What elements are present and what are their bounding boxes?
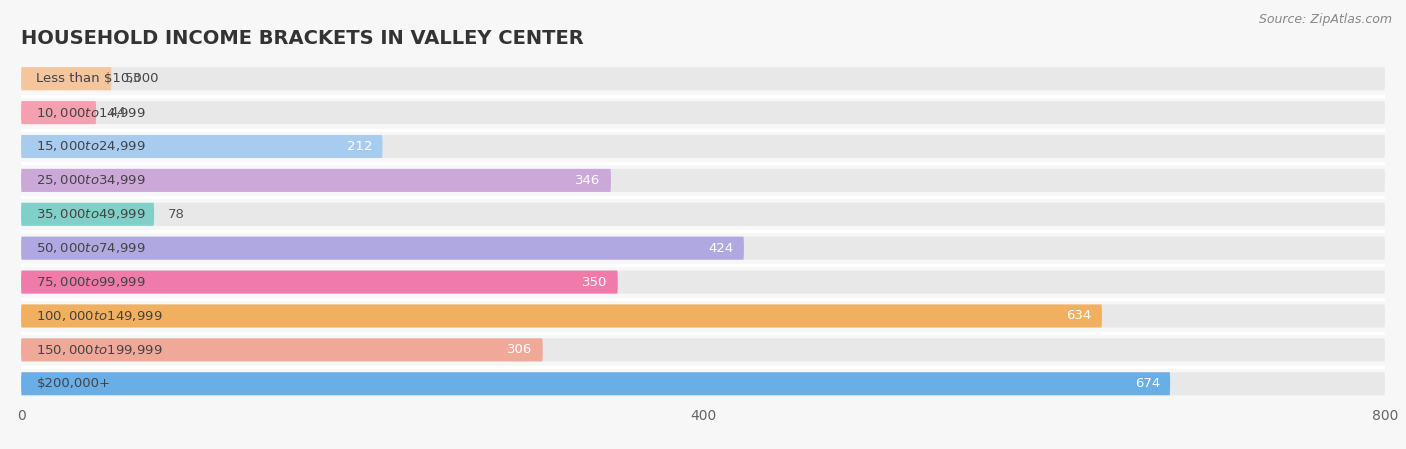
FancyBboxPatch shape	[21, 372, 1385, 395]
Text: 212: 212	[347, 140, 373, 153]
FancyBboxPatch shape	[21, 101, 96, 124]
FancyBboxPatch shape	[21, 372, 1170, 395]
Text: 44: 44	[110, 106, 127, 119]
Text: $100,000 to $149,999: $100,000 to $149,999	[37, 309, 163, 323]
FancyBboxPatch shape	[21, 203, 155, 226]
Text: $150,000 to $199,999: $150,000 to $199,999	[37, 343, 163, 357]
Text: 346: 346	[575, 174, 600, 187]
Text: 306: 306	[508, 343, 533, 357]
FancyBboxPatch shape	[21, 135, 1385, 158]
FancyBboxPatch shape	[21, 101, 1385, 124]
Text: 634: 634	[1066, 309, 1091, 322]
Text: HOUSEHOLD INCOME BRACKETS IN VALLEY CENTER: HOUSEHOLD INCOME BRACKETS IN VALLEY CENT…	[21, 30, 583, 48]
FancyBboxPatch shape	[21, 67, 1385, 90]
FancyBboxPatch shape	[21, 237, 744, 260]
Text: $200,000+: $200,000+	[37, 377, 111, 390]
Text: 424: 424	[709, 242, 734, 255]
Text: Less than $10,000: Less than $10,000	[37, 72, 159, 85]
FancyBboxPatch shape	[21, 169, 1385, 192]
FancyBboxPatch shape	[21, 271, 617, 294]
Text: $10,000 to $14,999: $10,000 to $14,999	[37, 106, 146, 119]
Text: 53: 53	[125, 72, 142, 85]
FancyBboxPatch shape	[21, 304, 1385, 327]
Text: 674: 674	[1135, 377, 1160, 390]
FancyBboxPatch shape	[21, 169, 612, 192]
FancyBboxPatch shape	[21, 304, 1102, 327]
Text: $15,000 to $24,999: $15,000 to $24,999	[37, 140, 146, 154]
Text: $50,000 to $74,999: $50,000 to $74,999	[37, 241, 146, 255]
Text: Source: ZipAtlas.com: Source: ZipAtlas.com	[1258, 13, 1392, 26]
Text: $25,000 to $34,999: $25,000 to $34,999	[37, 173, 146, 187]
FancyBboxPatch shape	[21, 237, 1385, 260]
FancyBboxPatch shape	[21, 135, 382, 158]
FancyBboxPatch shape	[21, 271, 1385, 294]
FancyBboxPatch shape	[21, 339, 543, 361]
Text: 350: 350	[582, 276, 607, 289]
FancyBboxPatch shape	[21, 67, 111, 90]
FancyBboxPatch shape	[21, 203, 1385, 226]
Text: $75,000 to $99,999: $75,000 to $99,999	[37, 275, 146, 289]
Text: $35,000 to $49,999: $35,000 to $49,999	[37, 207, 146, 221]
Text: 78: 78	[167, 208, 184, 221]
FancyBboxPatch shape	[21, 339, 1385, 361]
